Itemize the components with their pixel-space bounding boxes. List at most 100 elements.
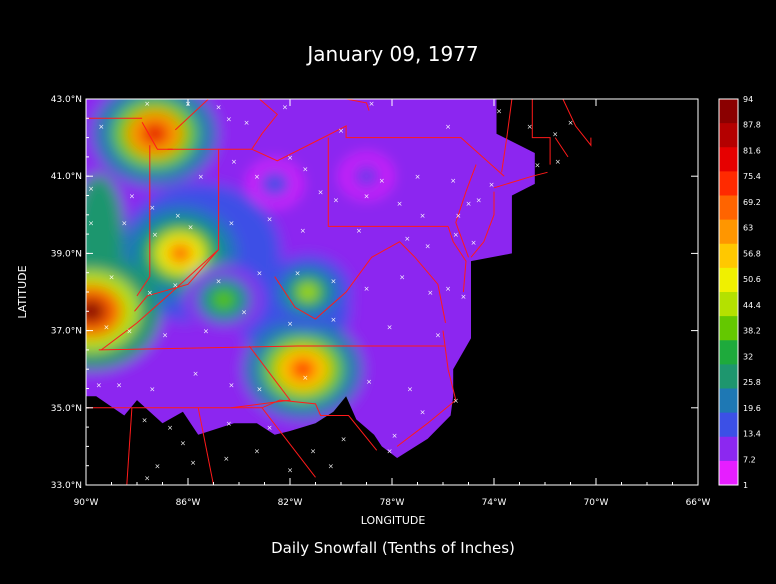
station-marker-83: × [180, 440, 186, 448]
border-line-17 [501, 99, 513, 173]
y-axis-label: LATITUDE [16, 265, 29, 318]
station-marker-96: × [387, 447, 393, 455]
colorbar-label: 19.6 [743, 404, 761, 413]
station-marker-86: × [310, 447, 316, 455]
snow-maximum-4 [298, 284, 318, 300]
station-marker-42: × [267, 216, 273, 224]
station-marker-78: × [407, 386, 413, 394]
station-marker-77: × [366, 378, 372, 386]
station-marker-21: × [198, 173, 204, 181]
chart-subtitle: Daily Snowfall (Tenths of Inches) [271, 539, 515, 557]
border-line-21 [554, 137, 569, 158]
colorbar-swatch-12 [719, 388, 738, 414]
colorbar-swatch-7 [719, 267, 738, 293]
x-tick-label: 70°W [584, 498, 609, 508]
station-marker-69: × [435, 332, 441, 340]
station-marker-23: × [254, 173, 260, 181]
colorbar-swatch-4 [719, 195, 738, 221]
snowfall-field [86, 99, 535, 458]
station-marker-84: × [226, 420, 232, 428]
station-marker-73: × [193, 370, 199, 378]
station-marker-38: × [121, 220, 127, 228]
station-marker-44: × [356, 227, 362, 235]
colorbar-swatch-6 [719, 243, 738, 269]
station-marker-67: × [330, 316, 336, 324]
station-marker-4: × [226, 115, 232, 123]
station-marker-3: × [216, 104, 222, 112]
colorbar-label: 7.2 [743, 455, 756, 464]
station-marker-91: × [190, 459, 196, 467]
border-line-23 [251, 99, 278, 150]
station-marker-24: × [287, 154, 293, 162]
border-line-7 [98, 345, 446, 351]
station-marker-61: × [103, 324, 109, 332]
station-marker-81: × [142, 416, 148, 424]
border-line-14 [447, 226, 467, 293]
station-marker-20: × [175, 212, 181, 220]
y-tick-label: 33.0°N [51, 481, 82, 491]
station-marker-49: × [109, 274, 115, 282]
station-marker-68: × [387, 324, 393, 332]
station-marker-80: × [453, 397, 459, 405]
x-axis-label: LONGITUDE [361, 514, 426, 527]
station-marker-34: × [476, 196, 482, 204]
station-marker-87: × [341, 436, 347, 444]
snow-maximum-1 [167, 242, 193, 264]
x-tick-label: 66°W [686, 498, 711, 508]
border-line-6 [274, 241, 446, 323]
border-line-13 [231, 345, 291, 409]
colorbar-label: 50.6 [743, 275, 761, 284]
station-marker-59: × [445, 285, 451, 293]
colorbar-label: 63 [743, 224, 753, 233]
x-tick-label: 90°W [74, 498, 99, 508]
colorbar-label: 1 [743, 481, 748, 490]
station-marker-17: × [88, 185, 94, 193]
station-marker-70: × [96, 382, 102, 390]
station-marker-28: × [364, 193, 370, 201]
station-marker-51: × [172, 281, 178, 289]
border-line-4 [167, 125, 505, 177]
colorbar-swatch-15 [719, 460, 738, 486]
colorbar-label: 44.4 [743, 301, 761, 310]
station-marker-64: × [203, 328, 209, 336]
y-tick-label: 39.0°N [51, 249, 82, 259]
station-marker-92: × [223, 455, 229, 463]
station-marker-46: × [425, 243, 431, 251]
station-marker-35: × [420, 212, 426, 220]
station-marker-94: × [287, 467, 293, 475]
station-marker-16: × [489, 181, 495, 189]
axes: 90°W 86°W 82°W 78°W 74°W 70°W 66°W 33.0°N 35.0°N… [51, 95, 711, 508]
station-marker-43: × [300, 227, 306, 235]
snow-maximum-7 [360, 171, 373, 182]
station-marker-11: × [527, 123, 533, 131]
border-line-9 [86, 399, 378, 451]
state-borders [86, 99, 592, 485]
station-marker-79: × [420, 409, 426, 417]
station-marker-58: × [427, 289, 433, 297]
colorbar-swatch-8 [719, 292, 738, 317]
colorbar: 94 87.8 81.6 75.4 69.2 63 56.8 50.6 44.4 38.2 32 25… [718, 95, 761, 490]
station-marker-19: × [149, 204, 155, 212]
x-tick-label: 86°W [176, 498, 201, 508]
station-marker-0: × [98, 123, 104, 131]
colorbar-label: 87.8 [743, 121, 761, 130]
y-tick-label: 43.0°N [51, 95, 82, 105]
x-tick-label: 74°W [482, 498, 507, 508]
colorbar-label: 25.8 [743, 378, 761, 387]
colorbar-swatch-2 [719, 147, 738, 172]
station-marker-60: × [460, 293, 466, 301]
station-marker-56: × [364, 285, 370, 293]
border-line-18 [531, 99, 551, 165]
station-marker-65: × [241, 308, 247, 316]
station-marker-7: × [338, 127, 344, 135]
station-marker-93: × [254, 447, 260, 455]
station-marker-22: × [231, 158, 237, 166]
station-marker-71: × [116, 382, 122, 390]
station-marker-14: × [555, 158, 561, 166]
station-marker-82: × [167, 424, 173, 432]
station-marker-52: × [216, 277, 222, 285]
snow-maximum-2 [86, 298, 107, 325]
colorbar-swatch-13 [719, 412, 738, 438]
station-marker-62: × [126, 328, 132, 336]
station-marker-76: × [302, 374, 308, 382]
